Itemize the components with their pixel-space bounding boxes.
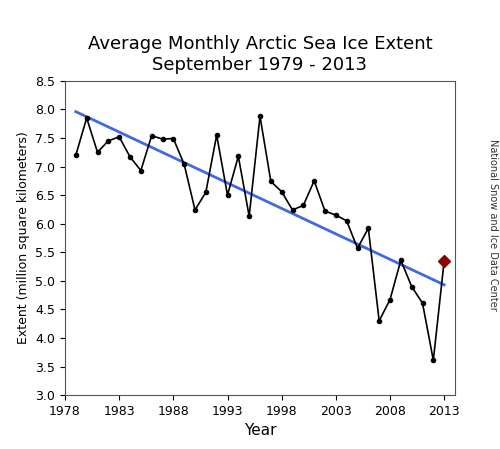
Y-axis label: Extent (million square kilometers): Extent (million square kilometers) <box>16 132 30 344</box>
Title: Average Monthly Arctic Sea Ice Extent
September 1979 - 2013: Average Monthly Arctic Sea Ice Extent Se… <box>88 35 432 74</box>
X-axis label: Year: Year <box>244 423 276 438</box>
Text: National Snow and Ice Data Center: National Snow and Ice Data Center <box>488 139 498 310</box>
